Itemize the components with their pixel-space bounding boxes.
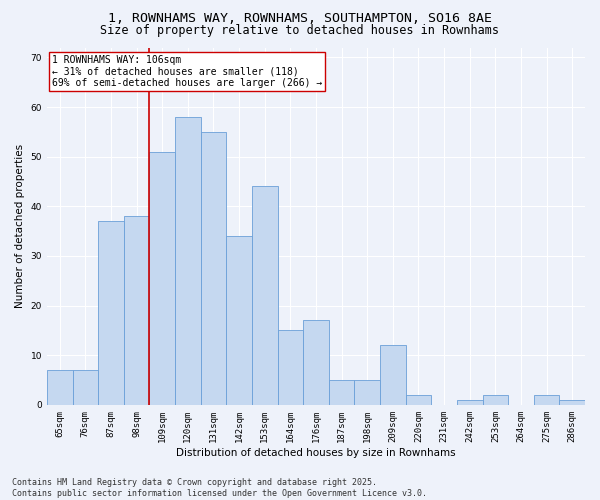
- Bar: [559, 400, 585, 405]
- X-axis label: Distribution of detached houses by size in Rownhams: Distribution of detached houses by size …: [176, 448, 456, 458]
- Bar: [355, 380, 380, 405]
- Bar: [303, 320, 329, 405]
- Bar: [124, 216, 149, 405]
- Y-axis label: Number of detached properties: Number of detached properties: [15, 144, 25, 308]
- Text: Size of property relative to detached houses in Rownhams: Size of property relative to detached ho…: [101, 24, 499, 37]
- Bar: [252, 186, 278, 405]
- Text: 1 ROWNHAMS WAY: 106sqm
← 31% of detached houses are smaller (118)
69% of semi-de: 1 ROWNHAMS WAY: 106sqm ← 31% of detached…: [52, 54, 323, 88]
- Bar: [380, 346, 406, 405]
- Bar: [329, 380, 355, 405]
- Text: 1, ROWNHAMS WAY, ROWNHAMS, SOUTHAMPTON, SO16 8AE: 1, ROWNHAMS WAY, ROWNHAMS, SOUTHAMPTON, …: [108, 12, 492, 26]
- Bar: [226, 236, 252, 405]
- Bar: [98, 221, 124, 405]
- Bar: [482, 395, 508, 405]
- Bar: [200, 132, 226, 405]
- Bar: [73, 370, 98, 405]
- Bar: [457, 400, 482, 405]
- Bar: [149, 152, 175, 405]
- Bar: [278, 330, 303, 405]
- Bar: [406, 395, 431, 405]
- Bar: [534, 395, 559, 405]
- Bar: [47, 370, 73, 405]
- Bar: [175, 117, 200, 405]
- Text: Contains HM Land Registry data © Crown copyright and database right 2025.
Contai: Contains HM Land Registry data © Crown c…: [12, 478, 427, 498]
